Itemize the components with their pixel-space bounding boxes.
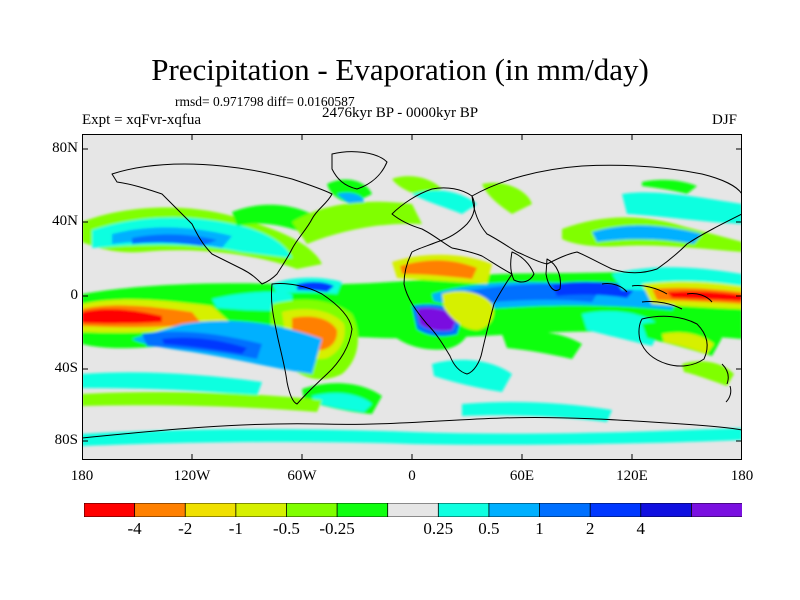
colorbar-label: -0.5	[272, 519, 300, 538]
colorbar-label: 0.25	[423, 519, 454, 538]
lon-label-60e: 60E	[509, 468, 535, 484]
season-label: DJF	[712, 112, 738, 128]
maritime-continent-coast	[601, 283, 713, 310]
colorbar-box	[437, 503, 490, 517]
plot-title: Precipitation - Evaporation (in mm/day)	[151, 52, 649, 87]
colorbar-label: 0.5	[478, 519, 500, 538]
colorbar-label: 4	[636, 519, 646, 538]
antarctica-coast	[82, 416, 742, 439]
colorbar-label: 2	[585, 519, 595, 538]
colorbar-box	[84, 503, 136, 517]
lon-label-180e: 180	[730, 468, 754, 484]
colorbar-box	[134, 503, 187, 517]
colorbar	[84, 503, 742, 517]
colorbar-box	[488, 503, 541, 517]
lon-label-0: 0	[408, 468, 416, 484]
colorbar-box	[235, 503, 288, 517]
new-zealand-coast	[721, 363, 732, 403]
experiment-label: Expt = xqFvr-xqfua	[82, 112, 201, 128]
colorbar-box	[336, 503, 389, 517]
period-label: 2476kyr BP - 0000kyr BP	[322, 105, 479, 121]
greenland-coast	[331, 151, 388, 190]
colorbar-box	[589, 503, 642, 517]
north-america-coast	[111, 163, 333, 285]
map-ticks	[82, 134, 742, 460]
europe-africa-coast	[391, 187, 513, 375]
colorbar-box	[286, 503, 338, 517]
lat-label-40n: 40N	[52, 213, 78, 229]
lat-label-0: 0	[70, 287, 79, 303]
colorbar-box	[640, 503, 693, 517]
colorbar-label: -0.25	[319, 519, 355, 538]
lon-label-120w: 120W	[173, 468, 211, 484]
asia-coast	[471, 164, 742, 274]
colorbar-box	[184, 503, 237, 517]
australia-coast	[638, 315, 708, 367]
colorbar-box	[539, 503, 592, 517]
colorbar-box	[690, 503, 742, 517]
colorbar-label: -4	[127, 519, 142, 538]
india-arabia-coast	[510, 251, 561, 291]
lon-label-120e: 120E	[616, 468, 648, 484]
lat-label-80n: 80N	[52, 140, 78, 156]
lat-label-80s: 80S	[54, 432, 78, 448]
lat-label-40s: 40S	[54, 360, 78, 376]
colorbar-label: 1	[535, 519, 544, 538]
colorbar-label: -2	[178, 519, 193, 538]
precip-evap-map	[82, 134, 742, 460]
south-america-coast	[271, 283, 353, 405]
colorbar-box	[387, 503, 440, 517]
lon-label-180w: 180	[70, 468, 94, 484]
coastlines	[82, 151, 742, 439]
lon-label-60w: 60W	[287, 468, 317, 484]
colorbar-label: -1	[228, 519, 243, 538]
stats-text: rmsd= 0.971798 diff= 0.0160587	[175, 94, 355, 109]
